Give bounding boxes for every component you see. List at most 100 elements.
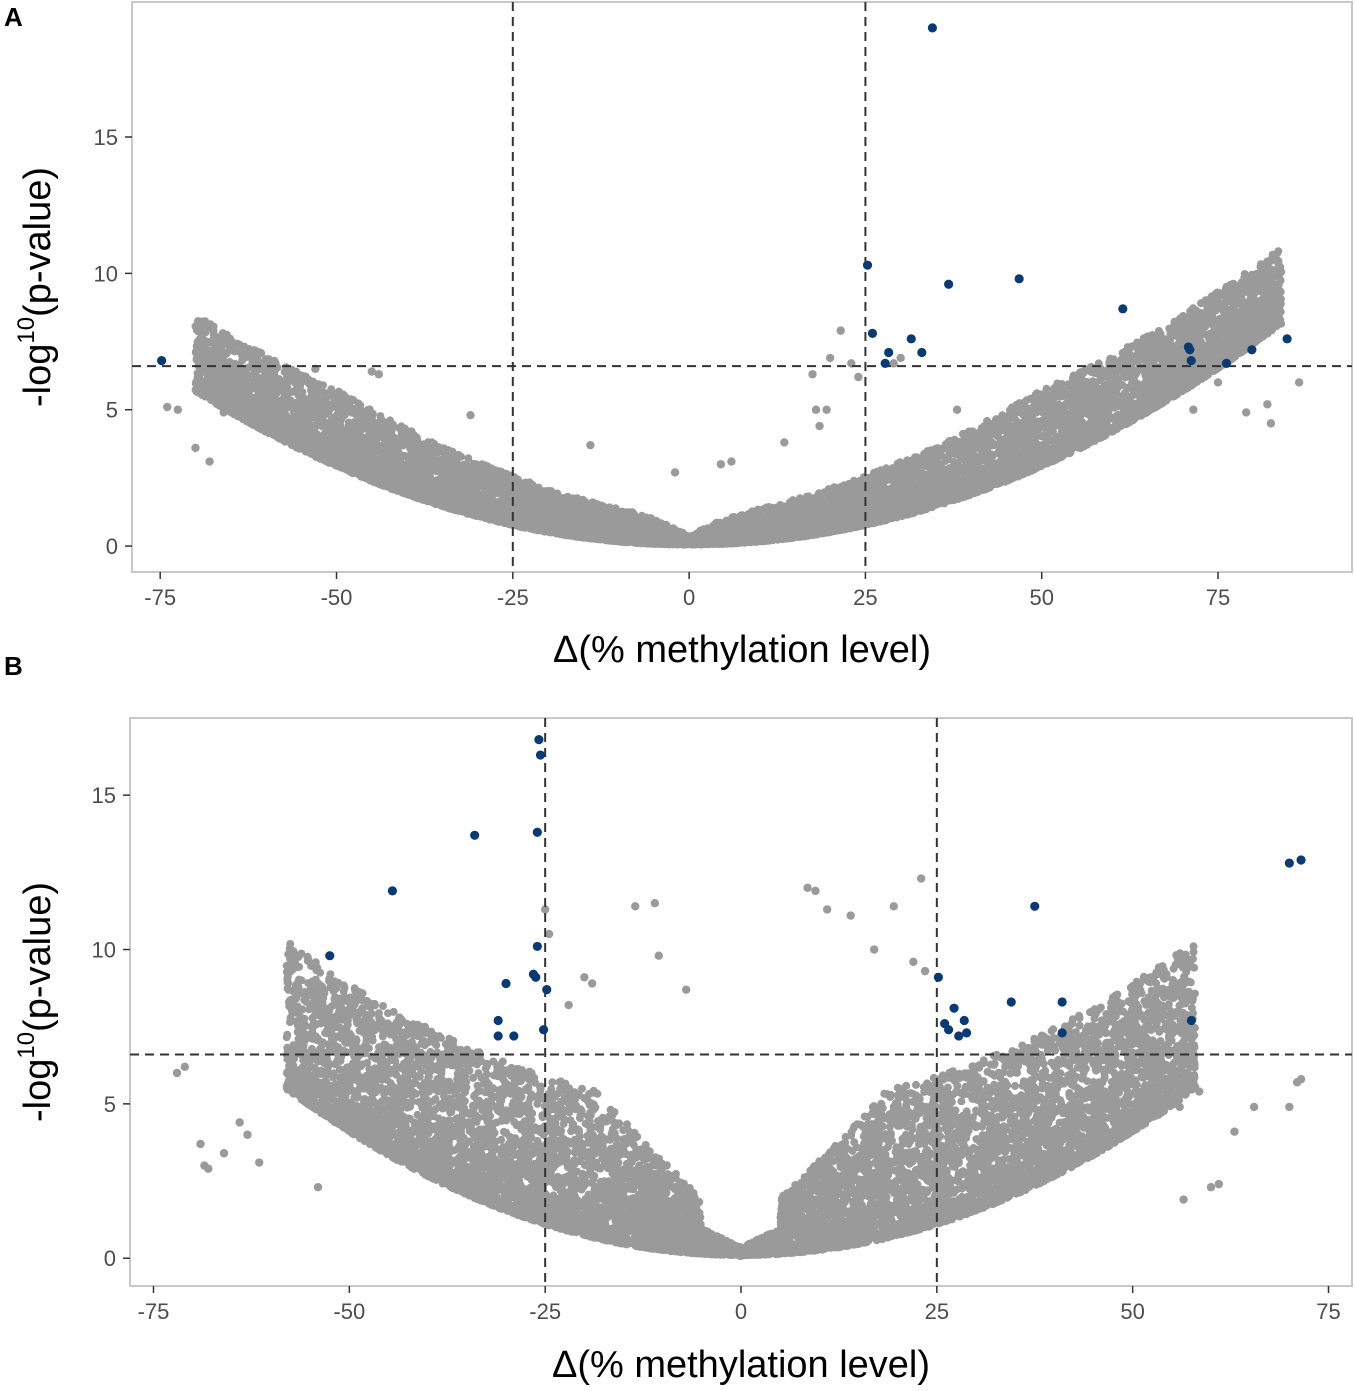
background-point <box>544 929 554 939</box>
significant-point <box>1118 304 1128 314</box>
significant-point <box>1296 855 1306 865</box>
significant-point <box>1185 345 1195 355</box>
significant-point <box>1057 1028 1067 1038</box>
significant-point <box>542 985 552 995</box>
x-tick-label: -50 <box>321 585 353 610</box>
significant-point <box>1247 345 1257 355</box>
significant-point <box>1221 358 1232 368</box>
background-point <box>920 966 930 976</box>
significant-point <box>944 279 954 289</box>
background-point <box>654 951 663 960</box>
y-axis-title-b-suffix: (p-value) <box>17 882 59 1032</box>
background-point-cloud-b <box>282 940 1200 1261</box>
x-tick-label: 75 <box>1316 1299 1340 1324</box>
y-tick-label: 15 <box>94 125 118 150</box>
significant-point <box>1030 901 1040 911</box>
background-point <box>374 370 384 379</box>
panel-label-a: A <box>4 2 23 32</box>
background-point <box>854 372 863 382</box>
background-points-a <box>191 247 1286 549</box>
background-point <box>1183 1068 1192 1078</box>
significant-points-a <box>157 23 1292 368</box>
significant-point <box>325 951 335 961</box>
background-point <box>1294 378 1304 387</box>
background-point <box>367 367 376 376</box>
background-point <box>803 883 812 892</box>
x-tick-label: 75 <box>1206 585 1230 610</box>
y-tick-label: 0 <box>106 534 118 559</box>
x-tick-label: 25 <box>853 585 877 610</box>
background-point <box>204 1164 213 1173</box>
significant-point <box>927 23 938 33</box>
background-point <box>1242 408 1251 417</box>
x-tick-label: -25 <box>529 1299 561 1324</box>
significant-point <box>534 735 544 745</box>
x-tick-label: -75 <box>138 1299 170 1324</box>
significant-point <box>493 1015 503 1026</box>
background-point <box>261 367 271 376</box>
threshold-lines-a <box>132 2 1352 572</box>
background-point <box>952 405 962 414</box>
significant-point <box>862 260 873 270</box>
y-axis-title-b: -log10(p-value) <box>13 882 59 1122</box>
x-tick-label: -25 <box>497 585 529 610</box>
background-point <box>836 326 845 335</box>
background-point <box>716 460 726 469</box>
background-point <box>1206 1183 1216 1192</box>
background-point <box>540 905 550 914</box>
background-point <box>1079 367 1089 376</box>
background-point <box>811 405 821 414</box>
x-tick-label: 50 <box>1120 1299 1144 1324</box>
significant-point <box>943 1025 954 1035</box>
background-point <box>1175 1102 1184 1112</box>
background-point <box>1285 1102 1294 1112</box>
x-axis-title-b: Δ(% methylation level) <box>552 1344 930 1386</box>
background-point <box>163 402 172 412</box>
plot-area-a <box>131 1 1353 573</box>
panel-label-b: B <box>4 651 23 681</box>
background-point <box>243 1130 252 1139</box>
background-point <box>586 440 595 450</box>
x-axis-title-a: Δ(% methylation level) <box>553 629 931 671</box>
background-point <box>196 1139 205 1149</box>
background-point <box>1187 1084 1196 1093</box>
significant-point <box>539 1025 549 1035</box>
y-axis-title-a-sup: 10 <box>13 317 40 344</box>
background-point <box>298 1090 307 1099</box>
x-tick-label: 0 <box>735 1299 747 1324</box>
background-point <box>727 457 736 466</box>
significant-point <box>867 328 878 338</box>
background-point <box>580 973 589 982</box>
background-point <box>587 979 597 988</box>
y-tick-label: 5 <box>104 1092 116 1117</box>
y-axis-title-a: -log10(p-value) <box>13 167 59 407</box>
background-point <box>180 1062 190 1072</box>
background-point <box>1266 419 1276 428</box>
significant-point <box>1057 997 1067 1007</box>
background-point <box>466 410 475 420</box>
panel-a: A -75 -50 -25 0 25 50 75 0 5 10 15 Δ(% methylatio… <box>4 1 1353 671</box>
significant-point <box>949 1003 959 1013</box>
x-tick-label: 0 <box>683 585 695 610</box>
background-point <box>313 1183 323 1192</box>
background-point <box>1230 1127 1239 1136</box>
background-point-cloud-a <box>191 247 1286 549</box>
significant-point <box>1014 274 1024 284</box>
significant-point <box>1282 334 1292 344</box>
significant-point <box>917 347 927 358</box>
background-point <box>822 405 831 414</box>
significant-point <box>387 886 398 896</box>
background-point <box>1249 1102 1259 1112</box>
background-point <box>1179 1195 1188 1204</box>
significant-point <box>1006 997 1016 1007</box>
background-point <box>173 405 183 414</box>
y-axis-title-b-prefix: -log <box>17 1059 59 1122</box>
background-point <box>247 372 257 382</box>
threshold-lines-b <box>130 718 1352 1286</box>
x-tick-label: 25 <box>925 1299 949 1324</box>
significant-point <box>1284 858 1294 868</box>
significant-point <box>884 347 894 358</box>
significant-point <box>157 356 167 366</box>
x-tick-label: -50 <box>333 1299 365 1324</box>
